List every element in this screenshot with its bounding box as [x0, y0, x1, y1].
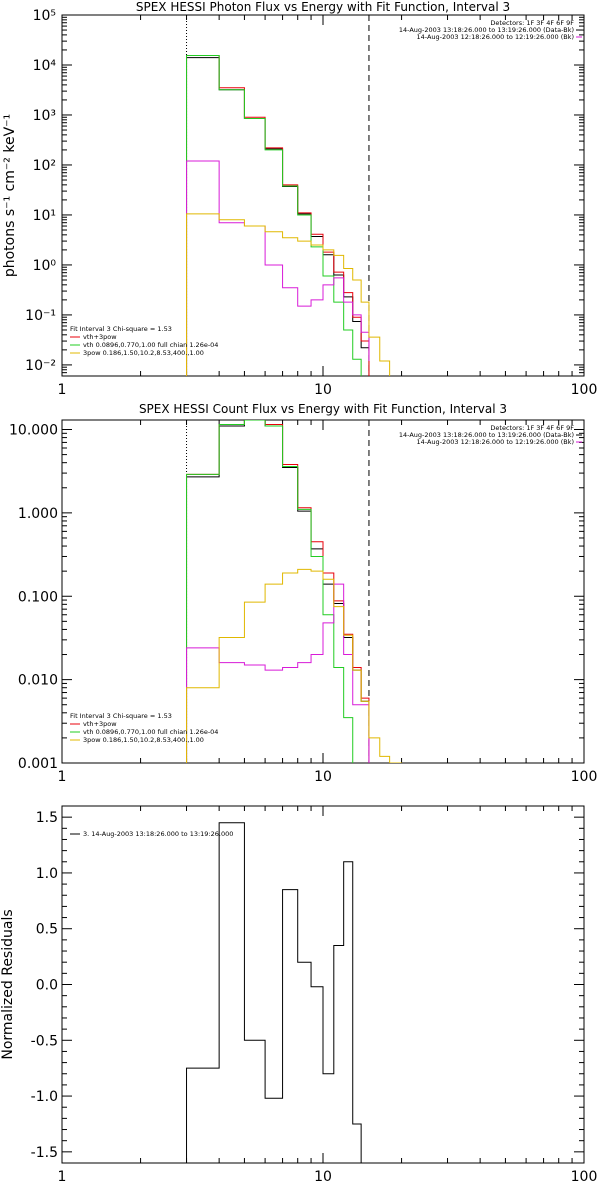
- y-tick-label: -0.5: [31, 1033, 58, 1049]
- y-tick-label: 0.100: [18, 589, 58, 605]
- y-axis-title: photons s⁻¹ cm⁻² keV⁻¹: [2, 114, 18, 277]
- y-tick-label: 10⁻²: [25, 358, 56, 374]
- series-line-3: [186, 420, 354, 763]
- y-tick-label: 1.0: [36, 866, 58, 882]
- y-tick-label: 10⁴: [33, 58, 57, 74]
- series-line-1: [186, 57, 370, 376]
- y-tick-label: 1.5: [36, 810, 58, 826]
- y-tick-label: 0.010: [18, 673, 58, 689]
- series-line-1: [186, 822, 370, 1163]
- series-line-5: [186, 213, 391, 376]
- x-tick-label: 100: [571, 382, 598, 398]
- chart-panel-3: 1 10 100 -1.5 -1.0 -0.5 0.0 0.5 1.0 1.5 Normalized…: [0, 805, 598, 1185]
- series-line-1: [186, 420, 370, 763]
- info-line: 14-Aug-2003 13:18:26.000 to 13:19:26.000…: [399, 431, 574, 439]
- info-line: Detectors: 1F 3F 4F 6F 9F: [490, 424, 574, 432]
- plot-frame: [61, 14, 585, 377]
- y-tick-label: 10¹: [33, 208, 56, 224]
- x-tick-label: 1: [58, 769, 67, 785]
- legend-entry: vth+3pow: [83, 720, 117, 728]
- series-line-3: [186, 54, 362, 376]
- legend-entry: vth 0.0896,0.770,1.00 full chian 1.26e-0…: [83, 728, 218, 736]
- y-tick-label: 10²: [33, 158, 56, 174]
- series-line-5: [186, 568, 403, 763]
- info-line: Detectors: 1F 3F 4F 6F 9F: [490, 19, 574, 27]
- legend-entry: vth 0.0896,0.770,1.00 full chian 1.26e-0…: [83, 341, 218, 349]
- x-tick-label: 10: [314, 769, 332, 785]
- chart-panel-2: SPEX HESSI Count Flux vs Energy with Fit…: [9, 402, 597, 785]
- y-tick-label: 10³: [33, 108, 56, 124]
- chart-title: SPEX HESSI Count Flux vs Energy with Fit…: [139, 402, 507, 416]
- legend-entry: 3. 14-Aug-2003 13:18:26.000 to 13:19:26.…: [83, 830, 233, 838]
- series-line-2: [186, 54, 370, 376]
- x-tick-label: 100: [571, 769, 598, 785]
- legend-entry: Fit Interval 3 Chi-square = 1.53: [70, 325, 172, 333]
- y-tick-label: 1.000: [18, 506, 58, 522]
- y-tick-label: 0.0: [36, 978, 58, 994]
- info-line: 14-Aug-2003 12:18:26.000 to 12:19:26.000…: [417, 438, 574, 446]
- y-axis-title: Normalized Residuals: [0, 909, 16, 1059]
- chart-title: SPEX HESSI Photon Flux vs Energy with Fi…: [136, 0, 510, 14]
- y-tick-label: 10⁻¹: [25, 308, 56, 324]
- y-tick-label: 0.001: [18, 756, 58, 772]
- x-tick-label: 1: [58, 1169, 67, 1185]
- legend-entry: 3pow 0.186,1.50,10.2,8.53,400.,1.00: [83, 349, 204, 357]
- y-tick-label: -1.5: [31, 1145, 58, 1161]
- y-tick-label: 10.000: [9, 423, 58, 439]
- y-tick-label: 10⁵: [33, 8, 56, 24]
- x-tick-label: 10: [314, 1169, 332, 1185]
- info-line: 14-Aug-2003 12:18:26.000 to 12:19:26.000…: [417, 33, 574, 41]
- chart-panel-1: SPEX HESSI Photon Flux vs Energy with Fi…: [2, 0, 597, 398]
- series-line-4: [186, 583, 370, 763]
- series-line-2: [186, 420, 370, 763]
- legend-entry: Fit Interval 3 Chi-square = 1.53: [70, 712, 172, 720]
- legend-entry: vth+3pow: [83, 333, 117, 341]
- y-tick-label: 10⁰: [33, 258, 57, 274]
- legend-entry: 3pow 0.186,1.50,10.2,8.53,400.,1.00: [83, 736, 204, 744]
- y-tick-label: -1.0: [31, 1089, 58, 1105]
- x-tick-label: 1: [58, 382, 67, 398]
- x-tick-label: 100: [571, 1169, 598, 1185]
- info-line: 14-Aug-2003 13:18:26.000 to 13:19:26.000…: [399, 26, 574, 34]
- plot-frame: [61, 805, 585, 1164]
- x-tick-label: 10: [314, 382, 332, 398]
- y-tick-label: 0.5: [36, 922, 58, 938]
